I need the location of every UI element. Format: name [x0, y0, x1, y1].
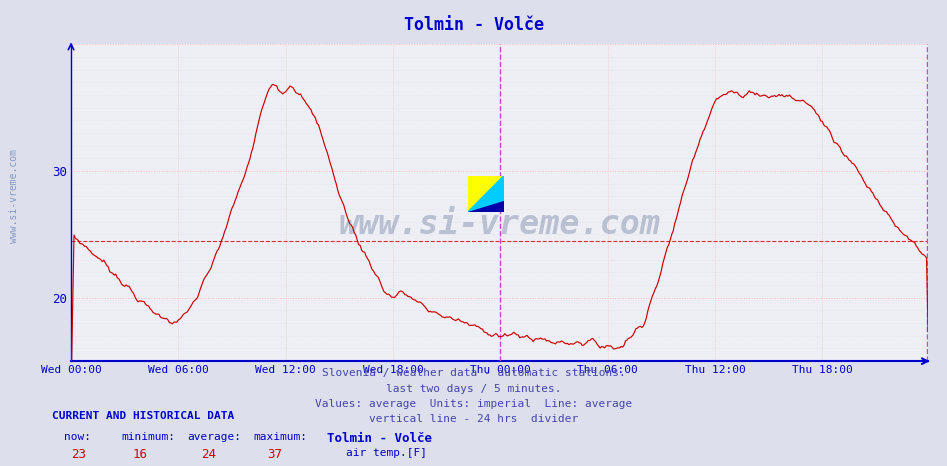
- Text: www.si-vreme.com: www.si-vreme.com: [9, 149, 20, 243]
- Text: maximum:: maximum:: [254, 432, 308, 442]
- Text: average:: average:: [188, 432, 241, 442]
- Text: Values: average  Units: imperial  Line: average: Values: average Units: imperial Line: av…: [314, 399, 633, 409]
- Text: 37: 37: [267, 448, 282, 461]
- Text: 24: 24: [201, 448, 216, 461]
- Text: air temp.[F]: air temp.[F]: [346, 448, 427, 458]
- Text: www.si-vreme.com: www.si-vreme.com: [338, 208, 661, 241]
- Text: Tolmin - Volče: Tolmin - Volče: [327, 432, 432, 445]
- Text: 23: 23: [71, 448, 86, 461]
- Text: CURRENT AND HISTORICAL DATA: CURRENT AND HISTORICAL DATA: [52, 411, 234, 421]
- Text: Tolmin - Volče: Tolmin - Volče: [403, 16, 544, 34]
- Text: last two days / 5 minutes.: last two days / 5 minutes.: [385, 384, 562, 393]
- Text: minimum:: minimum:: [121, 432, 175, 442]
- Text: Slovenia / weather data - automatic stations.: Slovenia / weather data - automatic stat…: [322, 368, 625, 378]
- Polygon shape: [468, 176, 504, 212]
- Text: vertical line - 24 hrs  divider: vertical line - 24 hrs divider: [369, 414, 578, 424]
- Polygon shape: [468, 201, 504, 212]
- Polygon shape: [468, 176, 504, 212]
- Text: now:: now:: [64, 432, 92, 442]
- Text: 16: 16: [133, 448, 148, 461]
